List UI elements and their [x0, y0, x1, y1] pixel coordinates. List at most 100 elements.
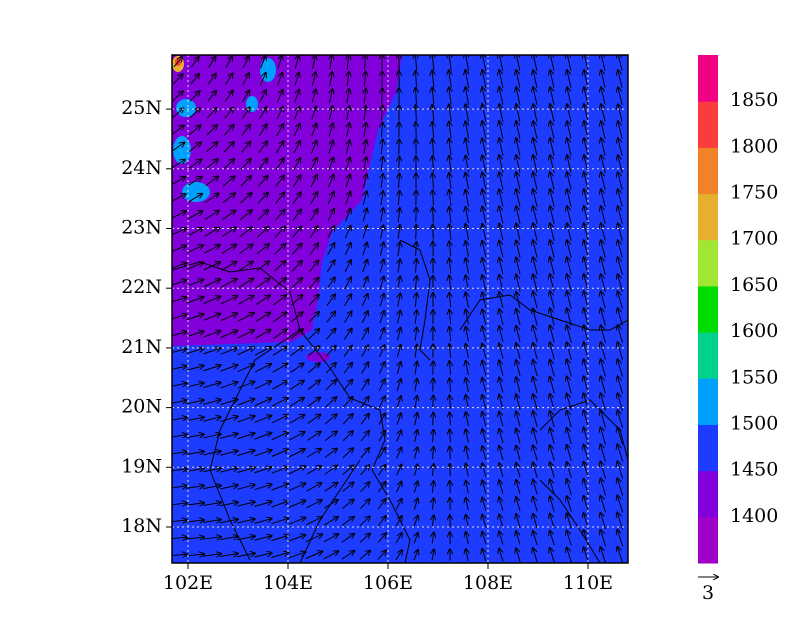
wind-arrow [617, 410, 624, 428]
wind-arrow [450, 413, 451, 426]
wind-arrow [449, 105, 451, 122]
wind-arrow [499, 412, 504, 427]
wind-arrow [311, 89, 316, 103]
wind-arrow [449, 276, 451, 291]
wind-arrow [186, 537, 204, 539]
wind-arrow [306, 483, 322, 492]
wind-arrow [310, 175, 317, 188]
wind-arrow [382, 106, 383, 121]
wind-arrow [550, 343, 555, 360]
wind-arrow [499, 463, 504, 478]
wind-arrow [499, 241, 504, 258]
wind-arrow [516, 104, 521, 122]
wind-arrow [186, 520, 204, 522]
wind-arrow [533, 172, 538, 190]
wind-arrow [601, 189, 606, 207]
wind-arrow [345, 209, 351, 222]
wind-arrow [465, 87, 468, 105]
wind-arrow [397, 379, 401, 392]
wind-arrow [550, 121, 555, 139]
wind-arrow [378, 362, 384, 375]
wind-arrow [188, 177, 201, 186]
wind-arrow [378, 482, 385, 493]
wind-arrow [600, 479, 607, 496]
wind-arrow [290, 312, 302, 323]
wind-arrow [618, 104, 623, 122]
wind-arrow [239, 210, 252, 221]
wind-arrow [205, 193, 218, 203]
wind-arrow [203, 537, 221, 540]
wind-arrow [516, 309, 521, 326]
wind-arrow [618, 172, 623, 190]
wind-arrow [533, 480, 538, 495]
wind-arrow [346, 140, 349, 154]
wind-arrow [380, 242, 383, 256]
wind-arrow [342, 431, 353, 442]
wind-arrow [203, 262, 220, 271]
wind-arrow [618, 240, 623, 258]
wind-arrow [618, 206, 623, 224]
wind-arrow [378, 431, 385, 442]
wind-arrow [255, 313, 270, 322]
wind-arrow [550, 462, 555, 478]
wind-arrow [360, 397, 368, 408]
wind-arrow [516, 377, 521, 393]
lat-label: 21N [121, 336, 162, 358]
wind-arrow [466, 498, 469, 511]
wind-arrow [288, 449, 305, 458]
wind-arrow [550, 360, 555, 377]
colorbar-swatch [698, 470, 718, 518]
wind-arrow [172, 160, 185, 169]
wind-arrow [257, 210, 269, 221]
wind-arrow [499, 292, 504, 309]
wind-arrow [618, 223, 623, 241]
wind-arrow [363, 191, 366, 205]
wind-arrow [323, 534, 338, 543]
wind-arrow [618, 342, 623, 360]
wind-arrow [567, 206, 572, 224]
wind-arrow [254, 433, 272, 440]
wind-arrow [309, 243, 318, 255]
wind-arrow [466, 549, 468, 561]
wind-arrow [381, 157, 383, 172]
wind-arrow [567, 530, 572, 546]
wind-arrow [307, 432, 320, 441]
wind-arrow [533, 121, 538, 139]
wind-arrow [290, 329, 303, 340]
wind-arrow [361, 362, 369, 374]
wind-arrow [271, 484, 289, 491]
wind-arrow [396, 430, 401, 442]
wind-arrow [482, 378, 487, 393]
wind-arrow [399, 55, 400, 71]
wind-arrow [516, 360, 521, 376]
wind-arrow [432, 533, 434, 544]
wind-arrow [601, 376, 606, 394]
wind-arrow [567, 155, 572, 173]
wind-arrow [550, 138, 555, 156]
wind-arrow [516, 223, 521, 241]
colorbar-label: 1850 [730, 89, 778, 111]
wind-arrow [257, 227, 268, 238]
wind-arrow [533, 55, 538, 71]
wind-arrow [550, 189, 555, 207]
wind-arrow [617, 495, 624, 513]
wind-arrow [567, 104, 572, 122]
wind-arrow [203, 417, 220, 422]
wind-arrow [432, 481, 433, 493]
wind-arrow [499, 104, 504, 122]
wind-arrow [398, 225, 400, 240]
wind-arrow [396, 396, 401, 409]
wind-arrow [203, 451, 221, 456]
wind-arrow [618, 274, 623, 292]
field-region [173, 136, 191, 164]
wind-arrow [308, 329, 320, 340]
wind-arrow [309, 278, 318, 289]
wind-arrow [533, 292, 538, 309]
wind-arrow [550, 479, 555, 495]
lon-label: 106E [363, 572, 413, 594]
wind-arrow [224, 125, 233, 136]
wind-arrow [203, 365, 220, 372]
wind-arrow [395, 550, 402, 561]
wind-arrow [395, 499, 401, 510]
wind-arrow [220, 554, 238, 557]
